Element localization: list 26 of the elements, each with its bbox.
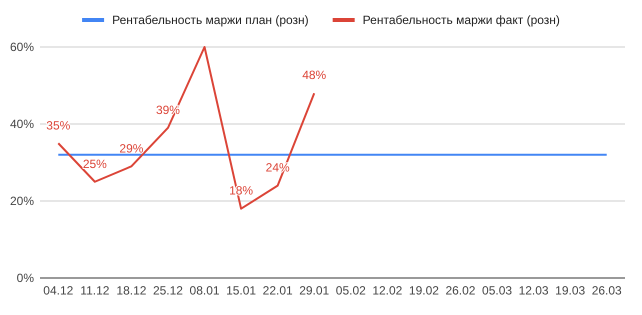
x-tick-label: 12.02 (372, 284, 403, 298)
x-tick-label: 11.12 (80, 284, 110, 298)
x-tick-label: 05.02 (336, 284, 366, 298)
x-tick-label: 04.12 (43, 284, 74, 298)
legend-label: Рентабельность маржи план (розн) (112, 13, 309, 27)
x-tick-label: 05.03 (482, 284, 512, 298)
x-tick-label: 26.02 (445, 284, 476, 298)
y-tick-label: 20% (10, 194, 34, 208)
y-tick-label: 60% (10, 40, 34, 54)
x-tick-label: 19.02 (408, 284, 440, 298)
data-label: 48% (302, 68, 327, 82)
legend-label: Рентабельность маржи факт (розн) (362, 13, 560, 27)
x-tick-label: 19.03 (555, 284, 586, 298)
x-tick-label: 22.01 (262, 284, 293, 298)
x-tick-label: 29.01 (299, 284, 330, 298)
x-tick-label: 25.12 (152, 284, 184, 298)
x-tick-label: 12.03 (518, 284, 549, 298)
data-label: 29% (119, 141, 144, 156)
data-label: 25% (82, 156, 108, 171)
x-tick-label: 08.01 (190, 284, 220, 298)
y-tick-label: 0% (16, 270, 34, 285)
y-tick-label: 40% (10, 116, 34, 131)
x-tick-label: 18.12 (116, 284, 147, 298)
data-label: 35% (46, 118, 71, 132)
x-tick-label: 15.01 (226, 284, 256, 298)
x-tick-label: 26.03 (592, 284, 622, 298)
